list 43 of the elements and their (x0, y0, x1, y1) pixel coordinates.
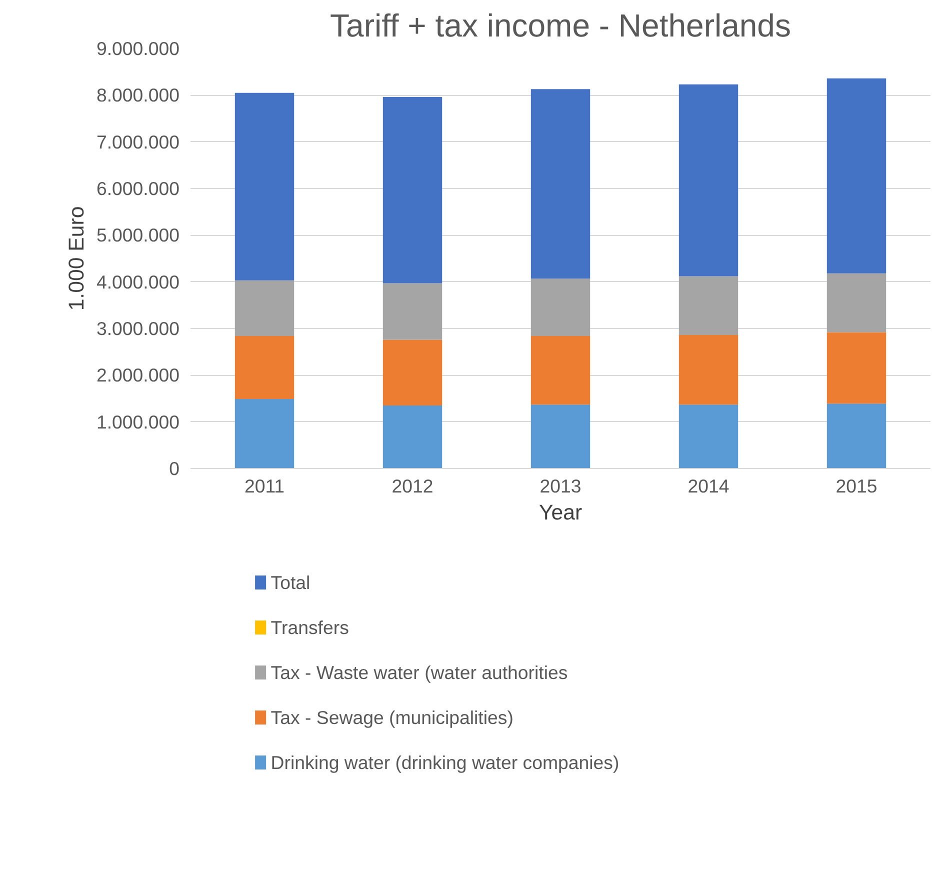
y-tick-label: 3.000.000 (96, 318, 180, 339)
chart-title: Tariff + tax income - Netherlands (330, 8, 791, 44)
bar (382, 340, 442, 406)
bar (382, 97, 442, 284)
y-tick-label: 1.000.000 (96, 411, 180, 432)
legend-label: Tax - Waste water (water authorities (270, 662, 568, 683)
y-tick-label: 2.000.000 (96, 364, 180, 386)
y-axis-title: 1.000 Euro (64, 206, 89, 311)
legend-label: Total (270, 572, 310, 593)
bar (826, 404, 886, 468)
y-tick-label: 7.000.000 (96, 131, 180, 152)
bar (234, 336, 294, 399)
legend-label: Tax - Sewage (municipalities) (270, 707, 514, 728)
y-tick-label: 0 (169, 458, 180, 479)
bar (382, 283, 442, 340)
bar (530, 336, 590, 405)
bar (826, 332, 886, 404)
bar (826, 273, 886, 332)
legend-label: Drinking water (drinking water companies) (270, 752, 620, 773)
bar (678, 84, 738, 276)
x-tick-label: 2012 (392, 476, 434, 496)
bar (234, 398, 294, 468)
bar (678, 404, 738, 468)
x-axis-title: Year (538, 500, 582, 524)
bar (530, 89, 590, 279)
y-tick-label: 9.000.000 (96, 38, 180, 59)
x-tick-label: 2014 (688, 476, 730, 496)
y-tick-label: 6.000.000 (96, 178, 180, 199)
bar (826, 78, 886, 274)
y-tick-label: 5.000.000 (96, 224, 180, 246)
y-tick-label: 8.000.000 (96, 84, 180, 106)
x-tick-label: 2011 (244, 476, 285, 496)
bar (530, 404, 590, 468)
bar (234, 280, 294, 336)
y-tick-label: 4.000.000 (96, 271, 180, 292)
legend-label: Transfers (270, 617, 349, 638)
bar (678, 335, 738, 405)
x-tick-label: 2015 (836, 476, 878, 496)
bar (530, 278, 590, 336)
bar (382, 406, 442, 468)
bar (234, 92, 294, 280)
x-tick-label: 2013 (540, 476, 582, 496)
bar (678, 276, 738, 336)
